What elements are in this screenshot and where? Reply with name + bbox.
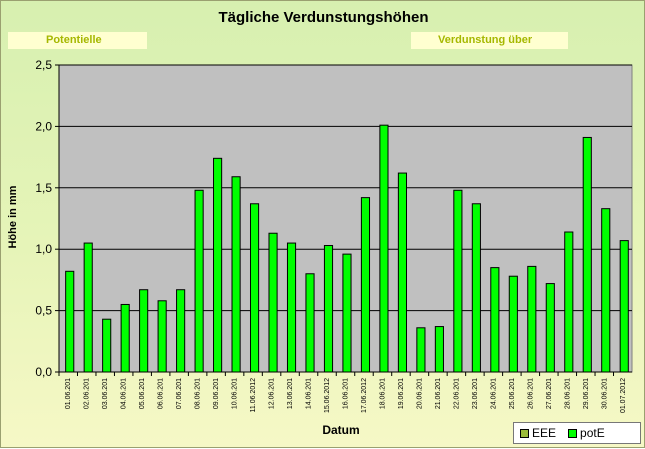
x-tick-label: 28.06.201 <box>564 378 571 409</box>
legend: EEE potE <box>513 422 641 444</box>
x-tick-label: 01.06.201 <box>65 378 72 409</box>
legend-swatch-pote <box>568 428 578 438</box>
x-tick-label: 16.06.201 <box>343 378 350 409</box>
bar <box>157 300 167 373</box>
x-tick-label: 06.06.201 <box>158 378 165 409</box>
x-tick-label: 07.06.201 <box>176 378 183 409</box>
bar <box>490 267 500 373</box>
legend-label-eee: EEE <box>532 426 557 440</box>
x-tick-label: 26.06.201 <box>527 378 534 409</box>
bar <box>249 203 260 373</box>
y-tick-label: 2,5 <box>35 58 52 72</box>
bar <box>619 240 629 373</box>
x-tick-label: 05.06.201 <box>139 378 146 409</box>
x-tick-label: 12.06.201 <box>269 378 276 409</box>
bar <box>194 189 204 373</box>
bar <box>305 273 315 373</box>
x-tick-label: 20.06.201 <box>416 378 423 409</box>
legend-item-pote: potE <box>568 426 605 440</box>
y-tick-label: 0,0 <box>35 365 52 379</box>
legend-swatch-eee <box>520 428 529 438</box>
x-tick-label: 21.06.201 <box>435 378 442 409</box>
x-tick-label: 02.06.201 <box>84 378 91 409</box>
x-tick-label: 25.06.201 <box>509 378 516 409</box>
bar <box>379 124 389 373</box>
y-tick-label: 1,0 <box>35 242 52 256</box>
bar <box>231 176 241 373</box>
x-tick-label: 13.06.201 <box>287 378 294 409</box>
x-tick-label: 30.06.201 <box>601 378 608 409</box>
bar <box>176 289 186 373</box>
bar <box>213 157 223 373</box>
bar <box>582 136 592 373</box>
bar <box>83 242 93 373</box>
bar <box>434 326 444 373</box>
x-tick-label: 19.06.201 <box>398 378 405 409</box>
bar <box>268 232 278 373</box>
x-tick-label: 17.06.2012 <box>361 378 368 413</box>
bar <box>102 318 112 373</box>
x-tick-label: 15.06.2012 <box>324 378 331 413</box>
x-tick-label: 10.06.201 <box>232 378 239 409</box>
x-tick-label: 23.06.201 <box>472 378 479 409</box>
bar <box>120 303 130 373</box>
chart-title: Tägliche Verdunstungshöhen <box>218 9 429 26</box>
x-tick-label: 24.06.201 <box>490 378 497 409</box>
bar <box>139 289 149 373</box>
annotation-right: Verdunstung über <box>411 32 568 49</box>
legend-item-eee: EEE <box>520 426 556 440</box>
bar <box>342 253 352 373</box>
x-tick-label: 14.06.201 <box>306 378 313 409</box>
annotation-left: Potentielle <box>8 32 147 49</box>
bar <box>508 275 518 373</box>
x-tick-label: 18.06.201 <box>379 378 386 409</box>
bar <box>527 265 537 373</box>
y-tick-label: 1,5 <box>35 181 52 195</box>
x-tick-label: 08.06.201 <box>195 378 202 409</box>
bar <box>397 172 407 373</box>
bar <box>564 231 574 373</box>
bar <box>545 283 555 373</box>
bar <box>323 245 334 373</box>
y-tick-label: 2,0 <box>35 119 52 133</box>
x-axis-label: Datum <box>322 423 360 437</box>
x-tick-label: 11.06.2012 <box>250 378 257 413</box>
y-axis-label: Höhe in mm <box>7 185 19 249</box>
bar <box>416 327 426 373</box>
x-tick-label: 04.06.201 <box>121 378 128 409</box>
y-tick-label: 0,5 <box>35 304 52 318</box>
x-tick-label: 03.06.201 <box>102 378 109 409</box>
x-tick-label: 29.06.201 <box>583 378 590 409</box>
bar <box>453 189 463 373</box>
bar <box>360 197 371 373</box>
x-tick-label: 09.06.201 <box>213 378 220 409</box>
bar <box>286 242 297 373</box>
bar <box>65 270 75 373</box>
x-tick-label: 27.06.201 <box>546 378 553 409</box>
bar <box>601 208 611 373</box>
bar <box>471 203 481 373</box>
legend-label-pote: potE <box>580 426 605 440</box>
x-tick-label: 01.07.2012 <box>620 378 627 413</box>
x-tick-label: 22.06.201 <box>453 378 460 409</box>
